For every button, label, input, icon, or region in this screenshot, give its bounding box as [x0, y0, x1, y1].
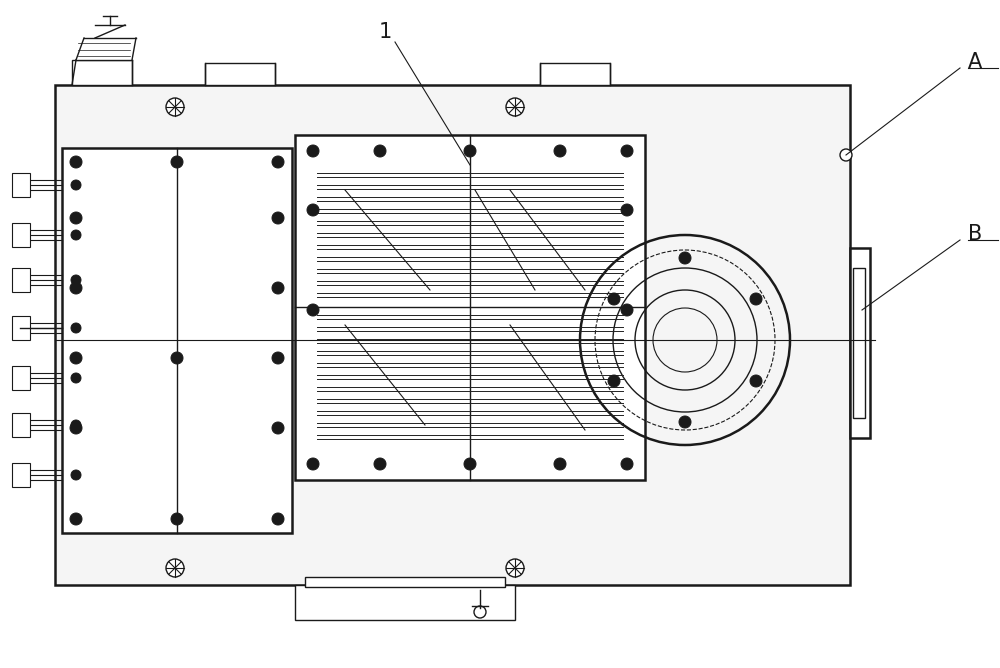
Text: B: B — [968, 224, 982, 244]
Circle shape — [750, 293, 762, 305]
Circle shape — [679, 416, 691, 428]
Bar — [540, 63, 610, 85]
Bar — [12, 268, 30, 292]
Circle shape — [71, 420, 81, 430]
Circle shape — [71, 373, 81, 383]
Bar — [12, 413, 30, 437]
Bar — [12, 173, 30, 197]
Circle shape — [70, 156, 82, 168]
Circle shape — [554, 458, 566, 470]
Bar — [72, 60, 132, 85]
Circle shape — [307, 458, 319, 470]
Circle shape — [70, 513, 82, 525]
Circle shape — [272, 422, 284, 434]
Circle shape — [71, 323, 81, 333]
Bar — [12, 316, 30, 340]
Circle shape — [272, 212, 284, 224]
Circle shape — [272, 513, 284, 525]
Circle shape — [71, 180, 81, 190]
Bar — [12, 463, 30, 487]
Circle shape — [621, 204, 633, 216]
Bar — [12, 223, 30, 247]
Bar — [62, 148, 292, 533]
Circle shape — [70, 212, 82, 224]
Circle shape — [679, 252, 691, 264]
Text: 1: 1 — [378, 22, 392, 42]
Bar — [295, 135, 645, 480]
Circle shape — [71, 275, 81, 285]
Circle shape — [608, 293, 620, 305]
Bar — [55, 85, 850, 585]
Circle shape — [272, 282, 284, 294]
Bar — [305, 577, 505, 587]
Circle shape — [71, 230, 81, 240]
Circle shape — [307, 204, 319, 216]
Bar — [295, 585, 515, 620]
Circle shape — [70, 352, 82, 364]
Circle shape — [621, 145, 633, 157]
Bar — [853, 268, 865, 418]
Circle shape — [166, 559, 184, 577]
Circle shape — [554, 145, 566, 157]
Circle shape — [70, 422, 82, 434]
Circle shape — [608, 375, 620, 387]
Text: A: A — [968, 52, 982, 72]
Circle shape — [374, 458, 386, 470]
Circle shape — [71, 470, 81, 480]
Circle shape — [171, 352, 183, 364]
Circle shape — [464, 145, 476, 157]
Circle shape — [307, 304, 319, 316]
Circle shape — [840, 149, 852, 161]
Circle shape — [621, 458, 633, 470]
Circle shape — [70, 282, 82, 294]
Bar — [850, 248, 870, 438]
Circle shape — [374, 145, 386, 157]
Circle shape — [464, 458, 476, 470]
Circle shape — [171, 513, 183, 525]
Bar — [12, 366, 30, 390]
Circle shape — [506, 559, 524, 577]
Circle shape — [272, 352, 284, 364]
Circle shape — [166, 98, 184, 116]
Circle shape — [750, 375, 762, 387]
Circle shape — [307, 145, 319, 157]
Bar — [205, 63, 275, 85]
Circle shape — [621, 304, 633, 316]
Circle shape — [272, 156, 284, 168]
Circle shape — [171, 156, 183, 168]
Circle shape — [506, 98, 524, 116]
